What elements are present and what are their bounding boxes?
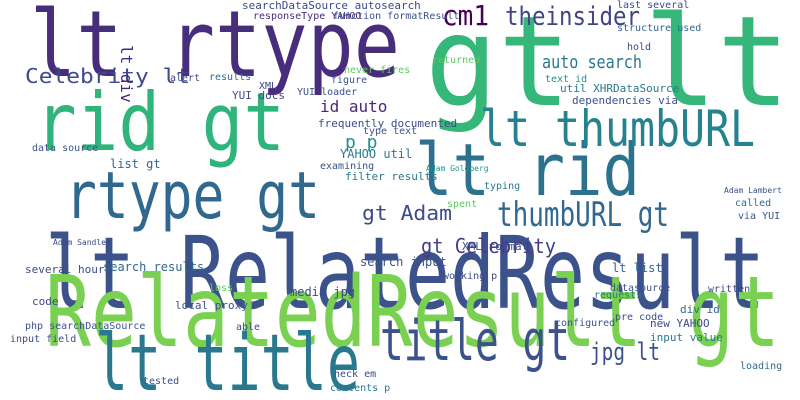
word: filter results	[345, 170, 438, 183]
word: figure	[331, 75, 367, 86]
word: pre code	[615, 312, 663, 323]
word: loading	[740, 361, 782, 372]
word: gt Celebrity	[421, 234, 556, 258]
word: id auto	[320, 97, 387, 116]
word: XML format	[462, 240, 528, 253]
word: tested	[143, 376, 179, 387]
word: Adam Sandler	[53, 238, 111, 247]
word: dependencies via	[572, 94, 678, 107]
word: function formatResult	[333, 11, 459, 22]
word: never fires	[344, 65, 410, 76]
word: returned	[432, 55, 480, 66]
word: via YUI	[738, 211, 780, 222]
word: structure used	[617, 23, 701, 34]
word: gt Adam	[362, 201, 452, 225]
word: code	[32, 295, 59, 308]
word: results	[209, 72, 251, 83]
word: auto search	[542, 52, 642, 73]
word: cm1	[442, 0, 489, 32]
word: type text	[363, 126, 417, 137]
word: Adam Goldberg	[426, 164, 489, 173]
word: hold	[627, 42, 651, 53]
word: lt rtype	[30, 0, 400, 98]
word: lt thumbURL	[480, 100, 755, 158]
word: local proxy	[175, 299, 248, 312]
word: alert	[170, 73, 200, 84]
word: p p	[345, 132, 378, 153]
word: div id	[680, 303, 720, 316]
word: spent	[447, 199, 477, 210]
word: new YAHOO	[650, 317, 710, 330]
word: lt title	[95, 319, 360, 400]
word: theinsider	[505, 2, 640, 32]
word: YUI docs	[232, 89, 285, 102]
word: last several	[617, 0, 689, 11]
word: called	[735, 198, 771, 209]
word: lt rid	[415, 128, 640, 212]
word: RelatedResult gt	[45, 256, 780, 370]
word: typing	[484, 181, 520, 192]
word: title gt	[380, 309, 570, 374]
word: searchDataSource autosearch	[242, 0, 421, 12]
word: XML	[259, 81, 277, 92]
word: rtype gt	[65, 159, 320, 234]
word: several hours	[25, 263, 111, 276]
word: search results	[103, 260, 204, 274]
word: input field	[10, 334, 76, 345]
word: YAHOO util	[340, 147, 412, 161]
word: YUI loader	[297, 87, 357, 98]
word: jpg lt	[590, 338, 660, 366]
word: responseType YAHOO	[253, 11, 361, 22]
word: gt lt	[425, 0, 790, 135]
word: search input	[360, 255, 447, 269]
word: able	[236, 322, 260, 333]
word: loss	[209, 283, 233, 294]
word: lt RelatedResult	[45, 215, 765, 332]
word: requests	[594, 290, 642, 301]
word: php searchDataSource	[25, 321, 145, 332]
word: heck em	[334, 369, 376, 380]
word: datasource	[610, 283, 670, 294]
word: media jpg	[290, 285, 355, 299]
word: text id	[545, 74, 587, 85]
word: frequently documented	[318, 117, 457, 130]
word: configured	[555, 318, 615, 329]
word: rid gt	[35, 76, 285, 169]
word: list gt	[110, 157, 161, 171]
word: data source	[32, 143, 98, 154]
word: examining	[320, 161, 374, 172]
word: working p	[443, 271, 497, 282]
word: util XHRDataSource	[560, 82, 679, 95]
word: lt div	[117, 45, 136, 103]
word: input value	[650, 331, 723, 344]
word: written	[708, 284, 750, 295]
word: Adam Lambert	[724, 186, 782, 195]
word: contents p	[330, 383, 390, 394]
word: thumbURL gt	[497, 195, 669, 235]
word: lt list	[612, 261, 663, 275]
word: Celebrity lt	[25, 64, 190, 88]
